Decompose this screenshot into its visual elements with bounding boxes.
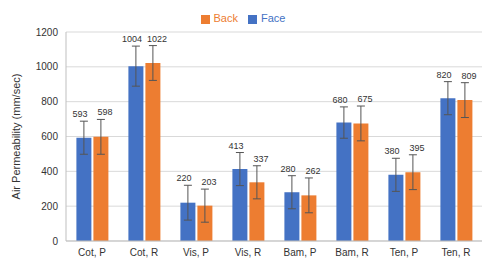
svg-text:Bam, R: Bam, R (335, 247, 368, 258)
svg-text:400: 400 (41, 166, 58, 177)
svg-text:Vis, P: Vis, P (183, 247, 209, 258)
svg-text:598: 598 (97, 107, 112, 117)
svg-text:203: 203 (201, 177, 216, 187)
html-text:Back: Back (213, 12, 238, 24)
svg-text:1200: 1200 (36, 27, 59, 38)
svg-text:Bam, P: Bam, P (284, 247, 317, 258)
svg-text:280: 280 (280, 164, 295, 174)
svg-text:413: 413 (228, 141, 243, 151)
svg-text:800: 800 (41, 96, 58, 107)
svg-text:593: 593 (72, 109, 87, 119)
svg-text:820: 820 (436, 70, 451, 80)
svg-text:Air Permeability (mm/sec): Air Permeability (mm/sec) (10, 74, 22, 200)
svg-text:Cot, R: Cot, R (130, 247, 158, 258)
svg-text:1022: 1022 (147, 34, 167, 44)
svg-text:Ten, P: Ten, P (390, 247, 419, 258)
svg-text:Ten, R: Ten, R (442, 247, 471, 258)
svg-text:600: 600 (41, 131, 58, 142)
html-text:Face: Face (261, 12, 286, 24)
svg-text:Cot, P: Cot, P (78, 247, 106, 258)
svg-text:680: 680 (332, 95, 347, 105)
svg-text:380: 380 (384, 146, 399, 156)
svg-text:809: 809 (461, 71, 476, 81)
svg-text:337: 337 (253, 154, 268, 164)
svg-text:0: 0 (52, 236, 58, 247)
svg-text:220: 220 (176, 173, 191, 183)
svg-text:262: 262 (305, 166, 320, 176)
svg-text:Vis, R: Vis, R (235, 247, 262, 258)
svg-text:675: 675 (357, 94, 372, 104)
svg-text:1004: 1004 (122, 34, 142, 44)
svg-text:1000: 1000 (36, 61, 59, 72)
svg-text:200: 200 (41, 201, 58, 212)
svg-text:395: 395 (409, 143, 424, 153)
